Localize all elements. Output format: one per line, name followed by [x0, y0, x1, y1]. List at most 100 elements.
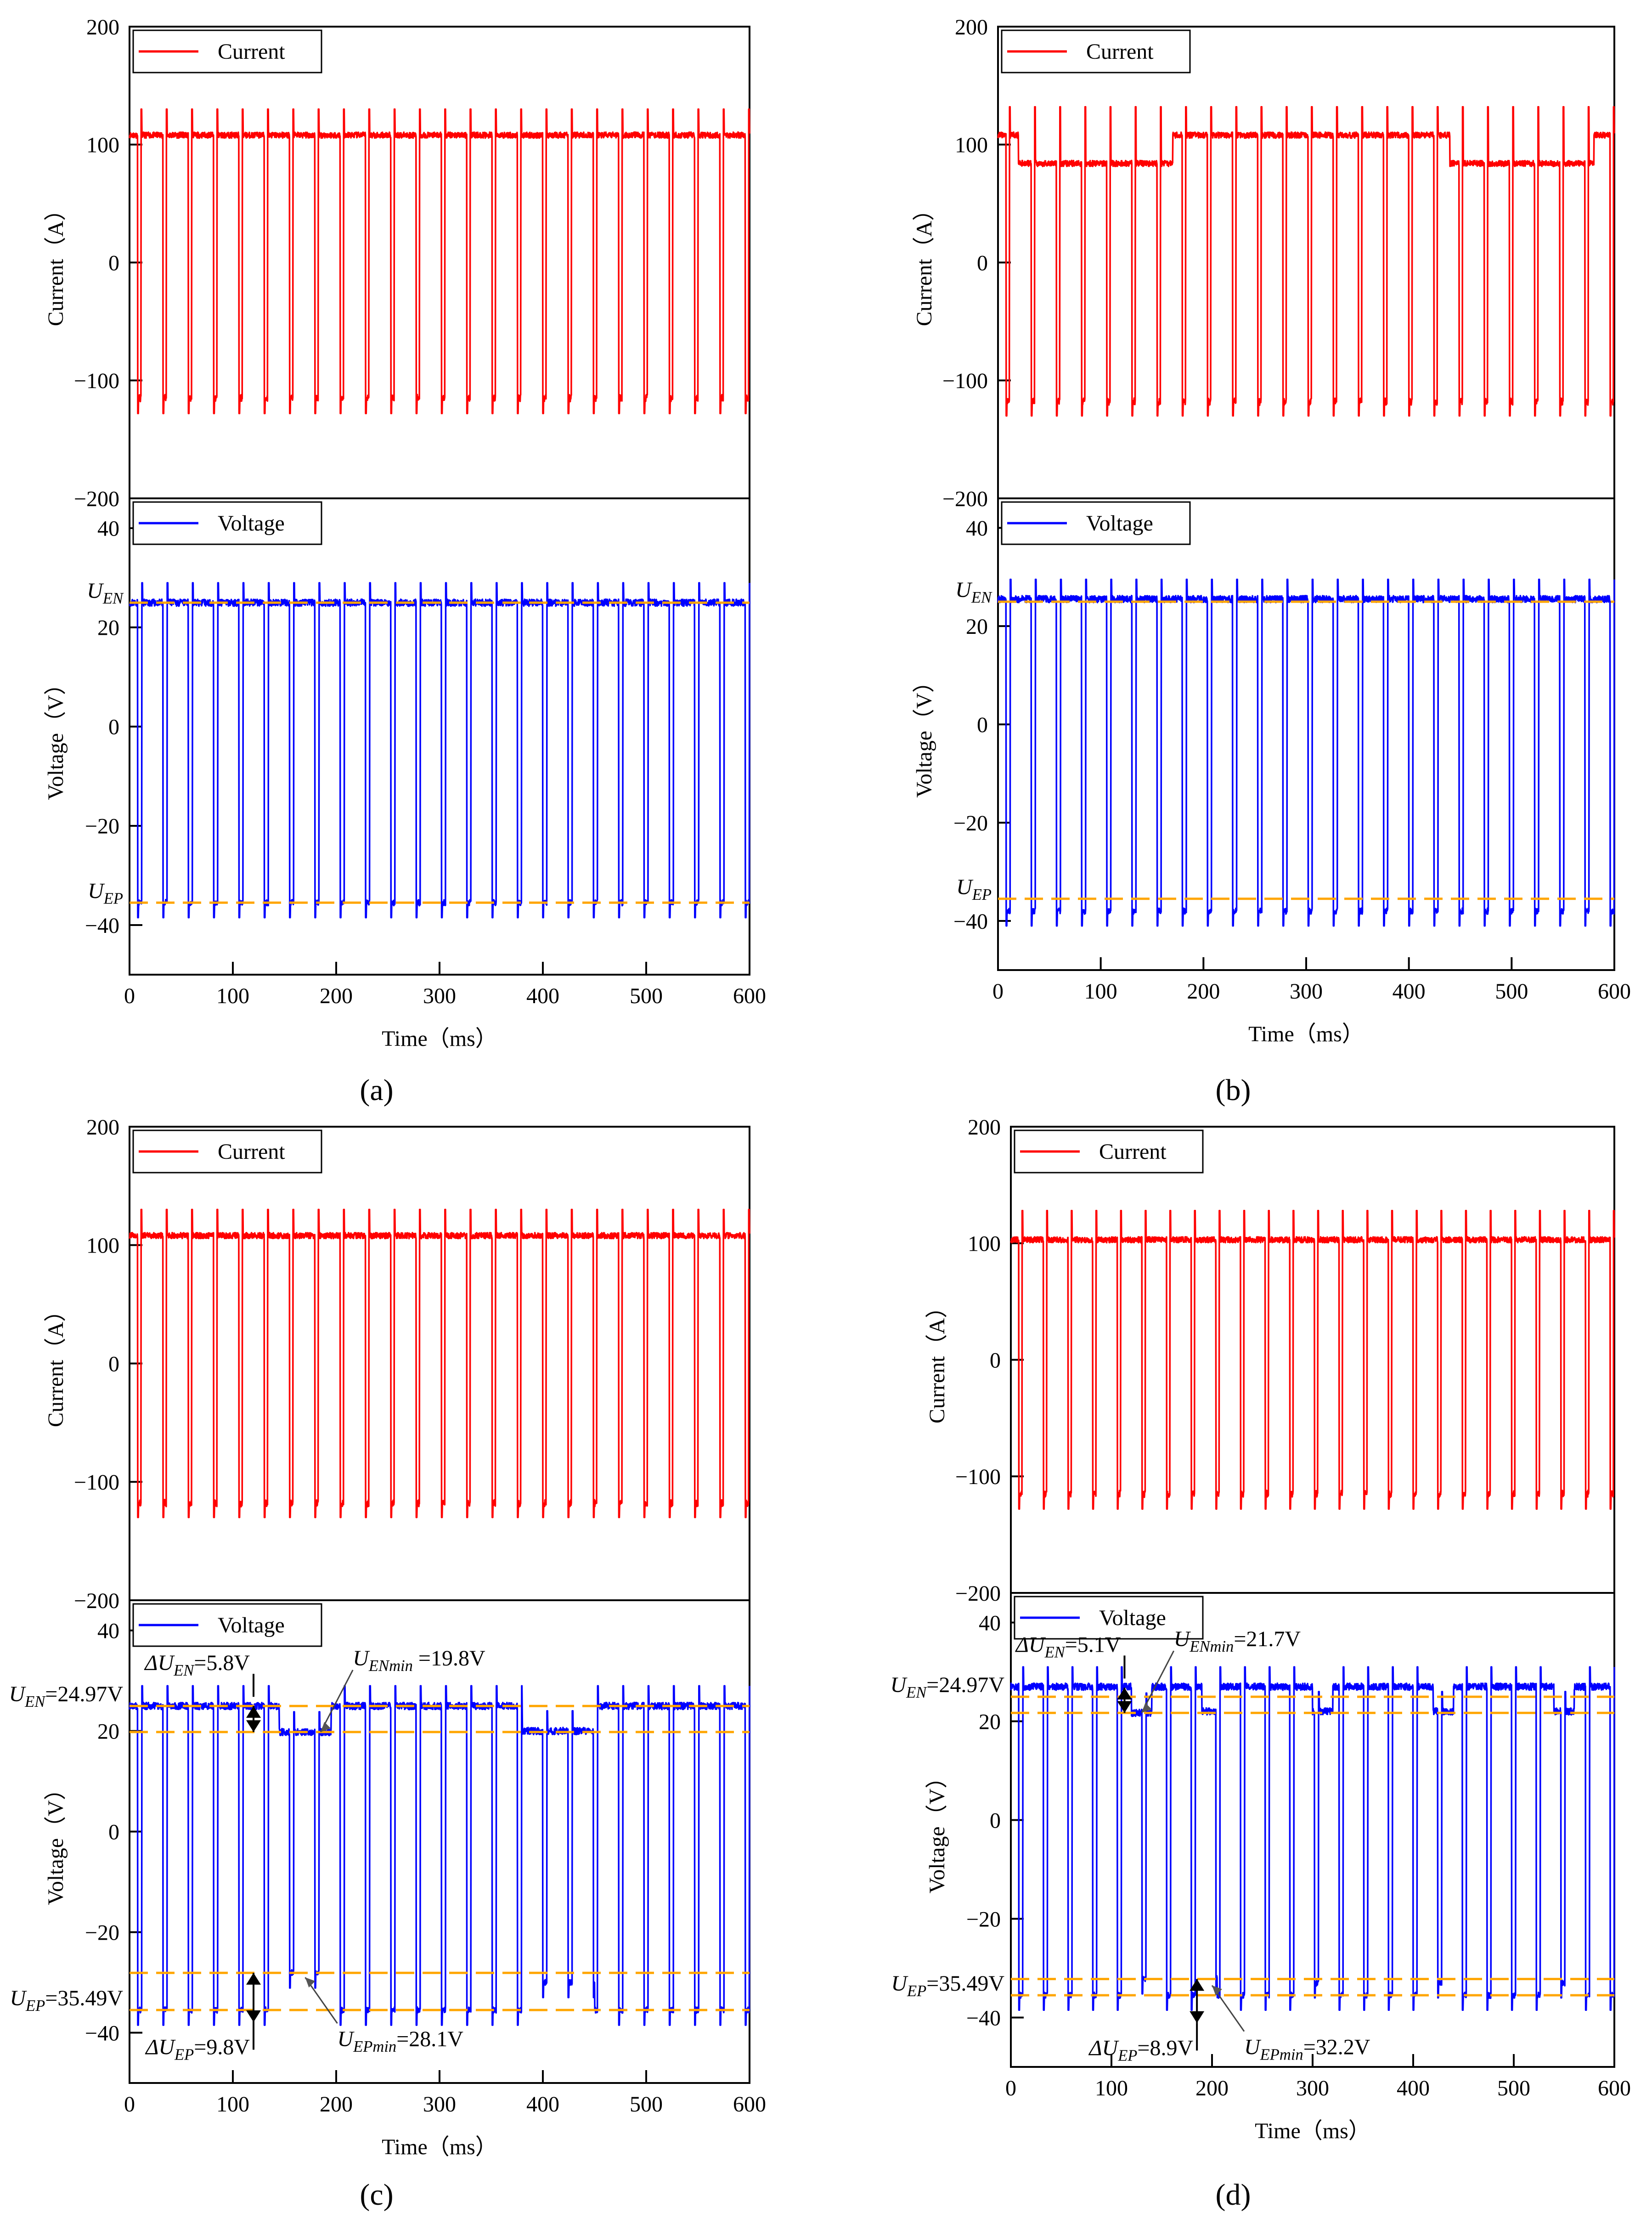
- b-voltage-legend-label: Voltage: [1086, 511, 1153, 536]
- b-xtick-label: 300: [1290, 979, 1323, 1004]
- b-current-legend-label: Current: [1086, 40, 1154, 64]
- a-current-legend-label: Current: [218, 40, 285, 64]
- c-current-ytick-label: 100: [86, 1234, 119, 1258]
- d-delta-ep-label-main: ΔU: [1088, 2036, 1119, 2060]
- d-xtick-label: 200: [1195, 2076, 1229, 2100]
- d-delta-en-arrow-head-b: [1117, 1701, 1132, 1713]
- d-voltage-ytick-label: −20: [966, 1907, 1001, 1931]
- d-callout-enmin-leader: [1141, 1650, 1175, 1713]
- c-refline-u_ep-label-main: U: [10, 1986, 27, 2010]
- a-current-series-line: [129, 108, 750, 414]
- a-voltage-ylabel: Voltage（V）: [44, 673, 68, 800]
- d-current-ytick-label: 200: [968, 1115, 1001, 1140]
- c-delta-en-label-suffix: =5.8V: [194, 1651, 250, 1675]
- b-current-legend-box: [1001, 29, 1191, 73]
- b-current-ytick-label: −100: [942, 369, 988, 393]
- d-voltage-ytick-label: −40: [966, 2006, 1001, 2030]
- a-voltage-ytick-label: 40: [97, 517, 119, 541]
- c-voltage-ytick-label: −40: [85, 2021, 119, 2045]
- d-voltage-ytick-label: 40: [979, 1611, 1001, 1635]
- panel-d-label: (d): [1216, 2178, 1251, 2212]
- panel-a-label: (a): [360, 1073, 393, 1107]
- panel-a: −200−1000100200Current（A）Current−40−2002…: [44, 15, 766, 1107]
- c-xtick-label: 300: [423, 2092, 456, 2117]
- c-xtick-label: 600: [733, 2092, 766, 2117]
- d-callout-enmin-label-suffix: =21.7V: [1234, 1627, 1301, 1651]
- d-xtick-label: 300: [1296, 2076, 1329, 2100]
- d-delta-en-label-suffix: =5.1V: [1065, 1632, 1121, 1657]
- panel-b: −200−1000100200Current（A）Current−40−2002…: [912, 15, 1631, 1107]
- d-callout-enmin-label: UENmin=21.7V: [1174, 1627, 1301, 1655]
- b-xtick-label: 400: [1393, 979, 1426, 1004]
- c-callout-epmin-label-suffix: =28.1V: [396, 2027, 463, 2051]
- c-voltage-series-line: [129, 1685, 750, 2026]
- b-current-series-line: [997, 106, 1615, 417]
- d-current-ytick-label: 0: [990, 1348, 1001, 1372]
- c-delta-en-arrow-head-b: [246, 1720, 261, 1732]
- d-callout-epmin-label-main: U: [1244, 2035, 1262, 2060]
- c-voltage-ytick-label: 0: [108, 1820, 119, 1844]
- d-delta-ep-arrow-head-b: [1190, 2011, 1205, 2023]
- a-refline-u_ep-label: UEP: [88, 879, 123, 907]
- c-current-ytick-label: 200: [86, 1115, 119, 1140]
- a-xtick-label: 400: [526, 984, 559, 1008]
- d-refline-u_en-label-suffix: =24.97V: [926, 1673, 1004, 1697]
- a-current-ytick-label: 200: [86, 15, 119, 40]
- c-refline-u_en-label-suffix: =24.97V: [45, 1682, 123, 1706]
- a-refline-u_en-label: UEN: [87, 579, 124, 607]
- d-refline-u_en-label: UEN=24.97V: [890, 1673, 1004, 1701]
- d-voltage-series-line: [1010, 1666, 1615, 2011]
- c-voltage-ytick-label: −20: [85, 1920, 119, 1945]
- a-voltage-ytick-label: −40: [85, 914, 119, 938]
- a-voltage-ytick-label: 20: [97, 616, 119, 640]
- d-callout-epmin-label: UEPmin=32.2V: [1244, 2035, 1370, 2064]
- b-refline-u_en-label: UEN: [955, 578, 992, 606]
- b-refline-u_en-label-sub: EN: [971, 589, 992, 606]
- c-voltage-ylabel: Voltage（V）: [44, 1778, 68, 1905]
- b-voltage-ylabel: Voltage（V）: [912, 671, 936, 797]
- c-delta-ep-arrow-head-b: [246, 2010, 261, 2022]
- a-current-ytick-label: 0: [108, 251, 119, 275]
- a-xlabel: Time（ms）: [382, 1027, 497, 1051]
- c-delta-en-label: ΔUEN=5.8V: [144, 1651, 250, 1679]
- c-delta-ep-label: ΔUEP=9.8V: [145, 2035, 250, 2064]
- d-voltage-ytick-label: 20: [979, 1710, 1001, 1734]
- c-voltage-legend-label: Voltage: [218, 1613, 285, 1637]
- a-current-ylabel: Current（A）: [44, 199, 68, 326]
- a-voltage-ytick-label: 0: [108, 715, 119, 739]
- a-xtick-label: 600: [733, 984, 766, 1008]
- a-current-ytick-label: 100: [86, 133, 119, 158]
- d-voltage-ylabel: Voltage（V）: [925, 1767, 949, 1893]
- c-current-legend-label: Current: [218, 1140, 285, 1164]
- c-xtick-label: 0: [124, 2092, 135, 2117]
- d-delta-ep-label-suffix: =8.9V: [1137, 2036, 1193, 2060]
- d-xtick-label: 400: [1397, 2076, 1430, 2100]
- d-refline-u_ep-label-sub: EP: [907, 1982, 926, 2000]
- a-xtick-label: 500: [630, 984, 663, 1008]
- d-current-ytick-label: 100: [968, 1232, 1001, 1256]
- panel-c-label: (c): [360, 2178, 393, 2212]
- d-delta-ep-arrow-head-a: [1190, 1979, 1205, 1991]
- a-xtick-label: 300: [423, 984, 456, 1008]
- a-voltage-legend-label: Voltage: [218, 511, 285, 536]
- c-xtick-label: 200: [320, 2092, 353, 2117]
- c-callout-enmin-label: UENmin =19.8V: [353, 1646, 485, 1675]
- c-callout-enmin-arrowhead: [321, 1722, 331, 1732]
- d-refline-u_en-label-sub: EN: [906, 1684, 927, 1701]
- b-voltage-ytick-label: 40: [966, 516, 988, 541]
- d-refline-u_ep-label-suffix: =35.49V: [926, 1971, 1004, 1996]
- c-refline-u_ep-label-suffix: =35.49V: [45, 1986, 123, 2010]
- c-callout-enmin-leader: [320, 1670, 354, 1733]
- d-xtick-label: 600: [1598, 2076, 1631, 2100]
- d-delta-en-label-sub: EN: [1044, 1643, 1066, 1661]
- a-xtick-label: 200: [320, 984, 353, 1008]
- c-xtick-label: 100: [216, 2092, 249, 2117]
- c-refline-u_ep-label: UEP=35.49V: [10, 1986, 123, 2015]
- d-current-ytick-label: −100: [955, 1465, 1001, 1489]
- b-xtick-label: 600: [1598, 979, 1631, 1004]
- b-xtick-label: 100: [1084, 979, 1117, 1004]
- d-callout-epmin-label-sub: EPmin: [1260, 2046, 1303, 2064]
- b-refline-u_en-label-main: U: [955, 578, 973, 602]
- b-voltage-ytick-label: 0: [977, 713, 988, 737]
